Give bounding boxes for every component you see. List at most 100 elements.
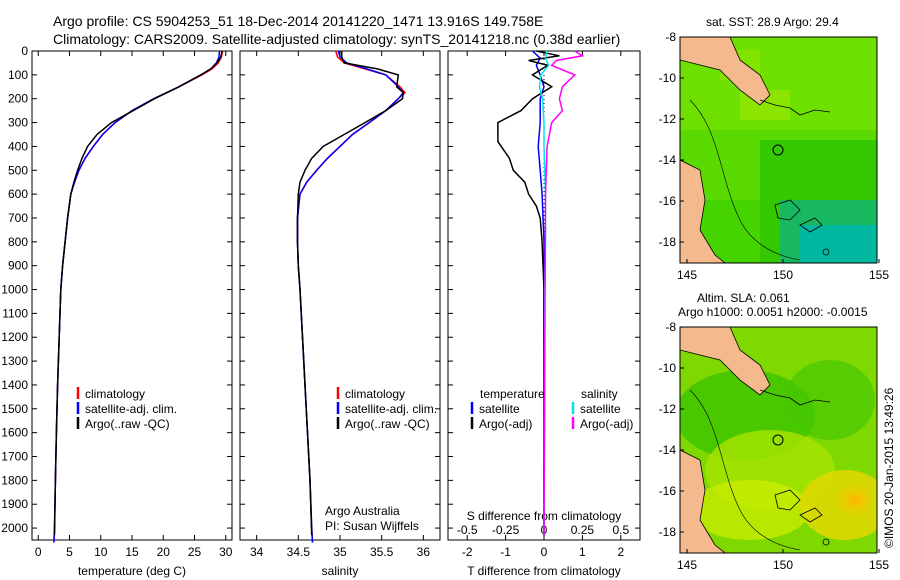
chart-panel-3: -2 -1 0 1 2 T difference from climatology -0.5… [447, 50, 641, 578]
legend-label: climatology [85, 387, 145, 401]
sla-map-title1: Altim. SLA: 0.061 [697, 291, 790, 305]
series-line-climatology [296, 50, 407, 543]
argo-position-marker [772, 144, 784, 156]
x-tick-label: 2 [617, 545, 624, 559]
y-tick-label: 1300 [1, 354, 28, 368]
y-tick-label: 1800 [1, 473, 28, 487]
y-tick-label: 900 [8, 259, 28, 273]
map-x-tick-label: 145 [677, 558, 697, 572]
series-line-climatology [53, 50, 224, 543]
sla-map: Altim. SLA: 0.061 Argo h1000: 0.0051 h20… [659, 291, 890, 572]
legend-label: satellite-adj. clim. [85, 402, 177, 416]
y-tick-label: 200 [8, 92, 28, 106]
x-tick-label: 30 [219, 545, 233, 559]
y-tick-label: 600 [8, 187, 28, 201]
y-tick-label: 1200 [1, 330, 28, 344]
x-tick-label: 1 [579, 545, 586, 559]
map-y-tick-label: -16 [659, 484, 677, 498]
x-axis-label: T difference from climatology [467, 564, 621, 578]
y-tick-label: 400 [8, 139, 28, 153]
map-y-tick-label: -12 [659, 402, 677, 416]
annotation-text: Argo Australia [325, 504, 400, 518]
map-y-tick-label: -18 [659, 525, 677, 539]
x-tick-label: 0 [541, 545, 548, 559]
y-tick-label: 1600 [1, 426, 28, 440]
x-tick-label: 35 [333, 545, 347, 559]
chart-panel-2: 34 34.5 35 35.5 36 salinity climatologysatelli… [239, 50, 441, 578]
sst-field [680, 37, 877, 263]
legend-label: Argo(-adj) [580, 417, 633, 431]
map-y-tick-label: -12 [659, 112, 677, 126]
map-x-tick-label: 150 [773, 558, 793, 572]
map-x-tick-label: 155 [869, 558, 889, 572]
x-tick-label: 35.5 [370, 545, 394, 559]
x-tick-label: 15 [125, 545, 139, 559]
series-line-satellite-adj-clim- [53, 50, 221, 543]
x-top-tick-label: 0.5 [612, 523, 629, 537]
x-top-tick-label: 0.25 [571, 523, 595, 537]
legend-label: satellite [479, 402, 520, 416]
x-top-tick-label: -0.25 [492, 523, 520, 537]
y-tick-label: 0 [21, 44, 28, 58]
argo-position-marker-sla [772, 434, 784, 446]
x-tick-label: 34.5 [287, 545, 311, 559]
x-tick-label: 20 [157, 545, 171, 559]
legend-label: Argo(-adj) [479, 417, 532, 431]
y-tick-label: 1100 [2, 306, 28, 320]
sla-field [680, 327, 877, 553]
y-tick-label: 1900 [1, 497, 28, 511]
sst-map: sat. SST: 28.9 Argo: 29.4 -8 -10 -12 -14 -16… [659, 15, 890, 282]
header-line1: Argo profile: CS 5904253_51 18-Dec-2014 … [53, 13, 543, 29]
map-x-tick-label: 145 [677, 268, 697, 282]
plot-frame [31, 50, 233, 541]
y-tick-label: 700 [8, 211, 28, 225]
map-y-tick-label: -14 [659, 153, 677, 167]
series-line-argo [53, 50, 223, 536]
y-tick-label: 500 [8, 163, 28, 177]
x-tick-label: 36 [417, 545, 431, 559]
x-tick-label: 0 [35, 545, 42, 559]
legend-title-temperature: temperature [480, 387, 545, 401]
map-y-tick-label: -18 [659, 235, 677, 249]
map-x-tick-label: 155 [869, 268, 889, 282]
legend-label: Argo(..raw -QC) [345, 417, 430, 431]
legend-label: climatology [345, 387, 405, 401]
map-y-tick-label: -16 [659, 194, 677, 208]
x-tick-label: 25 [188, 545, 202, 559]
map-x-tick-label: 150 [773, 268, 793, 282]
y-tick-label: 800 [8, 235, 28, 249]
series-line-temperature-satellite [531, 50, 545, 536]
series-line-temperature-argo [497, 50, 560, 536]
annotation-text: PI: Susan Wijffels [325, 519, 419, 533]
legend-label: Argo(..raw -QC) [85, 417, 170, 431]
header-line2: Climatology: CARS2009. Satellite-adjuste… [53, 31, 620, 47]
map-y-tick-label: -10 [659, 361, 677, 375]
map-y-tick-label: -10 [659, 71, 677, 85]
x-top-tick-label: -0.5 [457, 523, 478, 537]
chart-panel-1: 0 5 10 15 20 25 30 temperature (deg C) 0 100 200 30… [1, 44, 232, 578]
y-tick-label: 300 [8, 116, 28, 130]
credit-stamp: ©IMOS 20-Jan-2015 13:49:26 [882, 387, 896, 548]
legend-label: satellite-adj. clim. [345, 402, 437, 416]
y-tick-label: 1000 [1, 283, 28, 297]
series-line-satellite-adj-clim- [296, 50, 405, 543]
legend-label: satellite [580, 402, 621, 416]
plot-frame [239, 50, 441, 541]
x-tick-label: -1 [500, 545, 511, 559]
y-tick-label: 1500 [1, 402, 28, 416]
map-y-tick-label: -14 [659, 443, 677, 457]
y-tick-label: 2000 [1, 521, 28, 535]
map-y-tick-label: -8 [665, 30, 676, 44]
x-axis-label: salinity [322, 564, 359, 578]
x-tick-label: 5 [66, 545, 73, 559]
legend-title-salinity: salinity [581, 387, 618, 401]
series-line-salinity-argo [543, 50, 585, 536]
map-y-tick-label: -8 [665, 320, 676, 334]
series-line-argo [296, 51, 405, 536]
y-tick-label: 1400 [1, 378, 28, 392]
x-tick-label: 34 [250, 545, 264, 559]
x-axis-label: temperature (deg C) [78, 564, 186, 578]
sst-map-title: sat. SST: 28.9 Argo: 29.4 [706, 15, 839, 29]
sla-map-title2: Argo h1000: 0.0051 h2000: -0.0015 [678, 305, 868, 319]
